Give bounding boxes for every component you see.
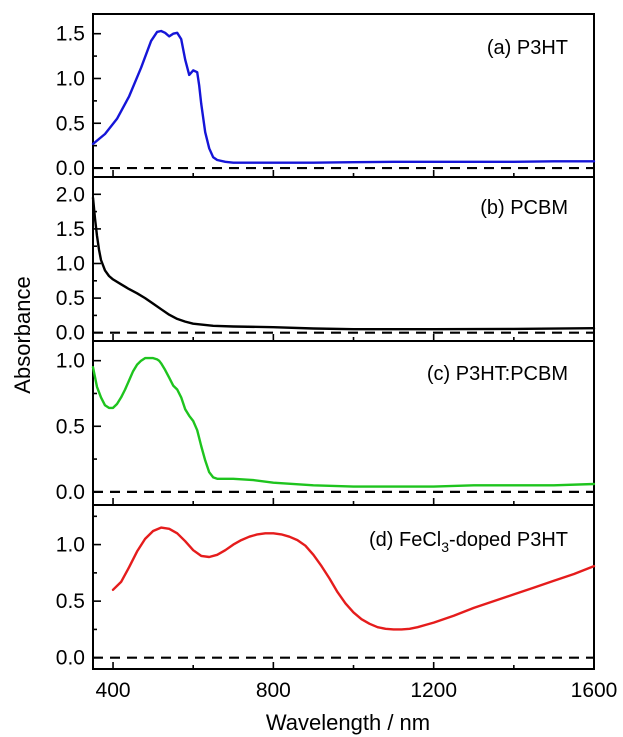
panel-c: 0.0 0.5 1.0 (c) P3HT:PCBM [56,340,596,506]
x-tick-label: 400 [96,679,131,702]
y-tick-label: 1.0 [56,534,85,557]
series-line-c [91,356,596,488]
y-tick-label: 2.0 [56,183,85,206]
y-tick-label: 1.0 [56,67,85,90]
y-tick-label: 0.0 [56,322,85,345]
y-tick-label: 0.0 [56,647,85,670]
x-axis-title: Wavelength / nm [266,710,430,735]
x-tick-label: 800 [256,679,291,702]
y-tick-label: 0.5 [56,415,85,438]
panel-d: 0.0 0.5 1.0 (d) FeCl3-doped P3HT [56,504,596,670]
y-tick-label: 1.0 [56,350,85,373]
y-tick-label: 0.0 [56,157,85,180]
panel-label-main: (d) FeCl [369,529,441,551]
chart-panels: 0.0 0.5 1.0 1.5 (a) P3HT 0.0 0.5 1.0 1.5 2.0 (b) P… [56,13,596,670]
x-axis: 400 800 1200 1600 [96,679,618,702]
y-tick-label: 1.5 [56,218,85,241]
panel-b: 0.0 0.5 1.0 1.5 2.0 (b) PCBM [56,176,596,345]
series-line-d [111,526,596,631]
panel-frame [92,504,595,670]
y-tick-label: 0.0 [56,481,85,504]
x-tick-label: 1600 [571,679,618,702]
panel-label-subscript: 3 [441,539,449,555]
panel-label-b: (b) PCBM [480,197,568,219]
panel-a: 0.0 0.5 1.0 1.5 (a) P3HT [56,13,596,180]
y-tick-label: 1.0 [56,252,85,275]
y-tick-label: 0.5 [56,590,85,613]
series-line-a [91,29,596,164]
panel-label-tail: -doped P3HT [449,529,568,551]
y-axis-title: Absorbance [10,276,35,393]
panel-label-a: (a) P3HT [487,37,568,59]
y-tick-label: 1.5 [56,23,85,46]
series-line-b [91,196,596,331]
y-tick-label: 0.5 [56,287,85,310]
panel-label-c: (c) P3HT:PCBM [427,363,568,385]
panel-label-d: (d) FeCl3-doped P3HT [369,529,568,555]
x-tick-label: 1200 [410,679,457,702]
y-tick-label: 0.5 [56,112,85,135]
